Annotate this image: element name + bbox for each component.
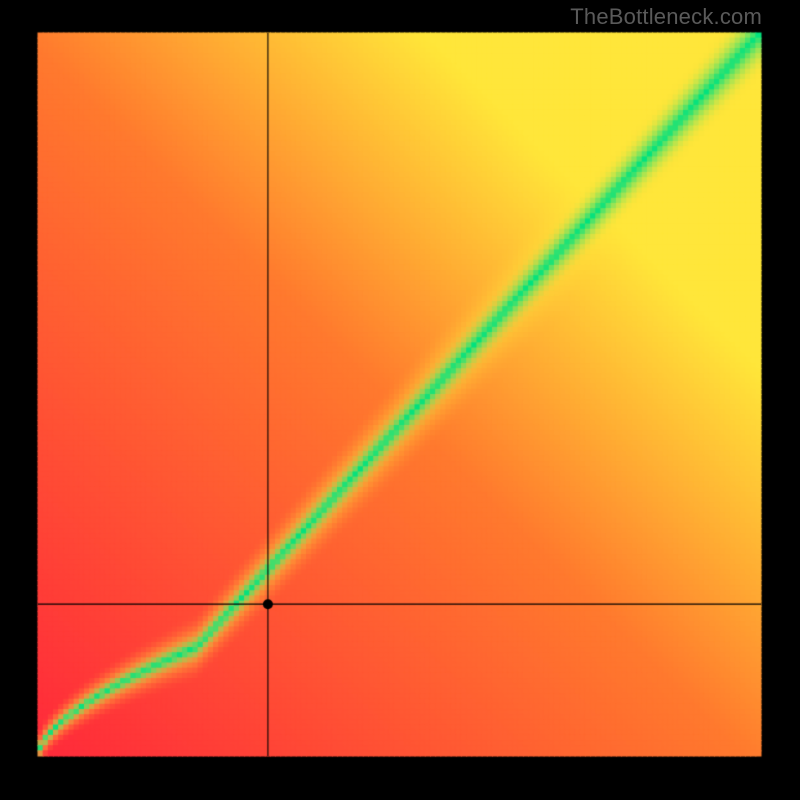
chart-frame: TheBottleneck.com — [0, 0, 800, 800]
heatmap-canvas — [0, 0, 800, 800]
watermark-text: TheBottleneck.com — [570, 4, 762, 30]
